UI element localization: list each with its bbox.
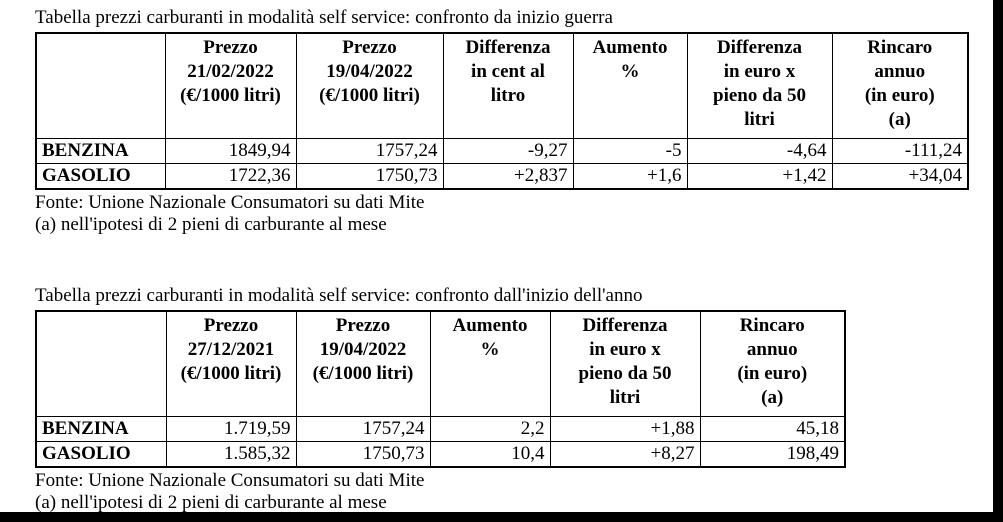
column-header: Aumento % — [572, 32, 688, 139]
price-cell: -111,24 — [831, 138, 969, 164]
column-header: Aumento % — [429, 310, 551, 417]
fuel-price-table-year: Prezzo 27/12/2021 (€/1000 litri) Prezzo … — [35, 310, 846, 468]
fuel-row-label: BENZINA — [35, 416, 167, 442]
footnote: (a) nell'ipotesi di 2 pieni di carburant… — [35, 214, 387, 235]
table-row: BENZINA 1849,94 1757,24 -9,27 -5 -4,64 -… — [35, 138, 969, 164]
price-cell: 1849,94 — [164, 138, 297, 164]
price-cell: +8,27 — [549, 441, 701, 468]
scan-edge-bottom — [0, 512, 1003, 522]
column-header: Prezzo 19/04/2022 (€/1000 litri) — [295, 32, 444, 139]
table-row: GASOLIO 1.585,32 1750,73 10,4 +8,27 198,… — [35, 441, 846, 468]
column-header: Prezzo 21/02/2022 (€/1000 litri) — [164, 32, 297, 139]
document-content: Tabella prezzi carburanti in modalità se… — [35, 6, 969, 514]
price-cell: -4,64 — [686, 138, 833, 164]
price-cell: +1,42 — [686, 163, 833, 190]
year-comparison-section: Tabella prezzi carburanti in modalità se… — [35, 284, 969, 514]
price-cell: +34,04 — [831, 163, 969, 190]
scan-edge-right — [993, 0, 1003, 522]
price-cell: 2,2 — [429, 416, 551, 442]
price-cell: +2,837 — [442, 163, 574, 190]
table-header-row: Prezzo 21/02/2022 (€/1000 litri) Prezzo … — [35, 32, 969, 139]
price-cell: 1750,73 — [295, 163, 444, 190]
price-cell: 1757,24 — [295, 138, 444, 164]
column-header: Differenza in cent al litro — [442, 32, 574, 139]
fuel-row-label: GASOLIO — [35, 441, 167, 468]
table-header-row: Prezzo 27/12/2021 (€/1000 litri) Prezzo … — [35, 310, 846, 417]
price-cell: 1722,36 — [164, 163, 297, 190]
column-header: Rincaro annuo (in euro) (a) — [699, 310, 846, 417]
price-cell: -9,27 — [442, 138, 574, 164]
fuel-row-label: BENZINA — [35, 138, 166, 164]
price-cell: 1750,73 — [295, 441, 431, 468]
price-cell: +1,6 — [572, 163, 688, 190]
source-note: Fonte: Unione Nazionale Consumatori su d… — [35, 470, 425, 491]
column-header — [35, 32, 166, 139]
price-cell: 198,49 — [699, 441, 846, 468]
fuel-price-table-war: Prezzo 21/02/2022 (€/1000 litri) Prezzo … — [35, 32, 969, 190]
price-cell: 1.719,59 — [165, 416, 297, 442]
section-spacer — [35, 236, 969, 284]
column-header — [35, 310, 167, 417]
column-header: Prezzo 27/12/2021 (€/1000 litri) — [165, 310, 297, 417]
footnote: (a) nell'ipotesi di 2 pieni di carburant… — [35, 492, 387, 513]
fuel-row-label: GASOLIO — [35, 163, 166, 190]
war-comparison-section: Tabella prezzi carburanti in modalità se… — [35, 6, 969, 236]
price-cell: 1.585,32 — [165, 441, 297, 468]
price-cell: 10,4 — [429, 441, 551, 468]
table-title: Tabella prezzi carburanti in modalità se… — [35, 7, 613, 28]
price-cell: -5 — [572, 138, 688, 164]
table-row: GASOLIO 1722,36 1750,73 +2,837 +1,6 +1,4… — [35, 163, 969, 190]
column-header: Differenza in euro x pieno da 50 litri — [549, 310, 701, 417]
price-cell: 1757,24 — [295, 416, 431, 442]
column-header: Differenza in euro x pieno da 50 litri — [686, 32, 833, 139]
price-cell: +1,88 — [549, 416, 701, 442]
table-title: Tabella prezzi carburanti in modalità se… — [35, 285, 643, 306]
column-header: Rincaro annuo (in euro) (a) — [831, 32, 969, 139]
source-note: Fonte: Unione Nazionale Consumatori su d… — [35, 192, 425, 213]
column-header: Prezzo 19/04/2022 (€/1000 litri) — [295, 310, 431, 417]
table-row: BENZINA 1.719,59 1757,24 2,2 +1,88 45,18 — [35, 416, 846, 442]
price-cell: 45,18 — [699, 416, 846, 442]
